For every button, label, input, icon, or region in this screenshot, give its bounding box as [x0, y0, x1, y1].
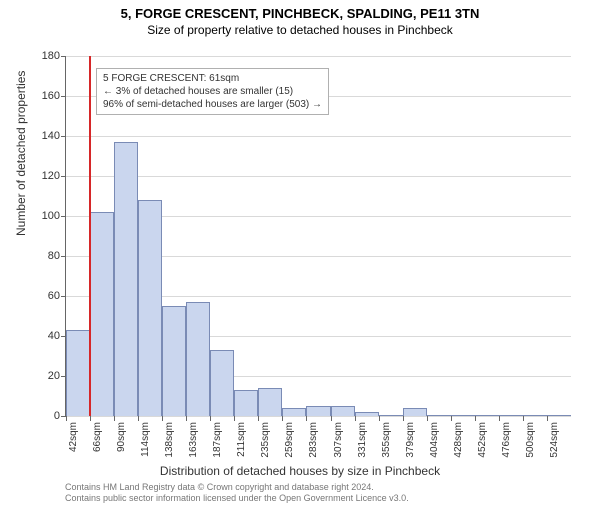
ytick-label: 20: [48, 370, 60, 382]
histogram-bar: [451, 415, 475, 416]
histogram-bar: [403, 408, 427, 416]
xtick-label: 283sqm: [308, 422, 319, 458]
xtick-label: 114sqm: [140, 422, 151, 457]
xtick-mark: [306, 416, 307, 421]
xtick-mark: [475, 416, 476, 421]
histogram-bar: [234, 390, 258, 416]
histogram-bar: [90, 212, 114, 416]
gridline: [66, 416, 571, 417]
xtick-mark: [138, 416, 139, 421]
footer-attribution: Contains HM Land Registry data © Crown c…: [65, 482, 409, 504]
histogram-bar: [355, 412, 379, 416]
xtick-label: 42sqm: [68, 422, 79, 452]
xtick-label: 235sqm: [260, 422, 271, 458]
xtick-mark: [234, 416, 235, 421]
ytick-label: 0: [54, 410, 60, 422]
histogram-bar: [162, 306, 186, 416]
ytick-label: 120: [42, 170, 60, 182]
xtick-mark: [451, 416, 452, 421]
xtick-label: 66sqm: [92, 422, 103, 452]
xtick-label: 355sqm: [381, 422, 392, 458]
x-axis-label: Distribution of detached houses by size …: [0, 464, 600, 478]
histogram-bar: [210, 350, 234, 416]
ytick-mark: [61, 296, 66, 297]
xtick-mark: [90, 416, 91, 421]
xtick-label: 379sqm: [405, 422, 416, 458]
ytick-label: 160: [42, 90, 60, 102]
xtick-mark: [355, 416, 356, 421]
xtick-label: 404sqm: [429, 422, 440, 458]
annotation-line2: ← 3% of detached houses are smaller (15): [103, 85, 322, 98]
histogram-bar: [258, 388, 282, 416]
gridline: [66, 136, 571, 137]
annotation-box: 5 FORGE CRESCENT: 61sqm ← 3% of detached…: [96, 68, 329, 115]
histogram-bar: [114, 142, 138, 416]
ytick-mark: [61, 256, 66, 257]
gridline: [66, 56, 571, 57]
xtick-mark: [210, 416, 211, 421]
xtick-label: 211sqm: [236, 422, 247, 457]
xtick-mark: [66, 416, 67, 421]
xtick-label: 163sqm: [188, 422, 199, 458]
histogram-bar: [282, 408, 306, 416]
histogram-bar: [138, 200, 162, 416]
xtick-mark: [114, 416, 115, 421]
histogram-bar: [306, 406, 330, 416]
histogram-bar: [66, 330, 90, 416]
annotation-line3: 96% of semi-detached houses are larger (…: [103, 98, 322, 111]
histogram-bar: [547, 415, 571, 416]
ytick-label: 100: [42, 210, 60, 222]
xtick-label: 428sqm: [453, 422, 464, 458]
xtick-label: 452sqm: [477, 422, 488, 458]
xtick-mark: [331, 416, 332, 421]
ytick-label: 60: [48, 290, 60, 302]
xtick-mark: [403, 416, 404, 421]
annotation-line1: 5 FORGE CRESCENT: 61sqm: [103, 72, 322, 85]
ytick-mark: [61, 176, 66, 177]
xtick-label: 476sqm: [501, 422, 512, 458]
xtick-label: 524sqm: [549, 422, 560, 458]
histogram-bar: [186, 302, 210, 416]
xtick-label: 187sqm: [212, 422, 223, 458]
xtick-label: 331sqm: [357, 422, 368, 458]
histogram-bar: [475, 415, 499, 416]
ytick-label: 180: [42, 50, 60, 62]
chart-title: 5, FORGE CRESCENT, PINCHBECK, SPALDING, …: [0, 6, 600, 21]
xtick-label: 259sqm: [284, 422, 295, 458]
histogram-bar: [523, 415, 547, 416]
xtick-label: 90sqm: [116, 422, 127, 452]
xtick-mark: [282, 416, 283, 421]
histogram-bar: [499, 415, 523, 416]
ytick-label: 80: [48, 250, 60, 262]
footer-line2: Contains public sector information licen…: [65, 493, 409, 504]
xtick-label: 307sqm: [333, 422, 344, 458]
chart-container: 5, FORGE CRESCENT, PINCHBECK, SPALDING, …: [0, 6, 600, 506]
xtick-mark: [547, 416, 548, 421]
xtick-mark: [379, 416, 380, 421]
histogram-bar: [427, 415, 451, 416]
xtick-mark: [186, 416, 187, 421]
xtick-mark: [523, 416, 524, 421]
gridline: [66, 176, 571, 177]
footer-line1: Contains HM Land Registry data © Crown c…: [65, 482, 409, 493]
histogram-bar: [331, 406, 355, 416]
plot-area: 02040608010012014016018042sqm66sqm90sqm1…: [65, 56, 571, 417]
xtick-label: 138sqm: [164, 422, 175, 458]
ytick-mark: [61, 96, 66, 97]
chart-subtitle: Size of property relative to detached ho…: [0, 23, 600, 37]
ytick-label: 140: [42, 130, 60, 142]
ytick-mark: [61, 56, 66, 57]
ytick-mark: [61, 216, 66, 217]
xtick-mark: [499, 416, 500, 421]
histogram-bar: [379, 415, 403, 416]
ytick-mark: [61, 136, 66, 137]
xtick-label: 500sqm: [525, 422, 536, 458]
reference-line: [89, 56, 91, 416]
ytick-label: 40: [48, 330, 60, 342]
xtick-mark: [162, 416, 163, 421]
xtick-mark: [258, 416, 259, 421]
xtick-mark: [427, 416, 428, 421]
y-axis-label: Number of detached properties: [14, 71, 28, 236]
